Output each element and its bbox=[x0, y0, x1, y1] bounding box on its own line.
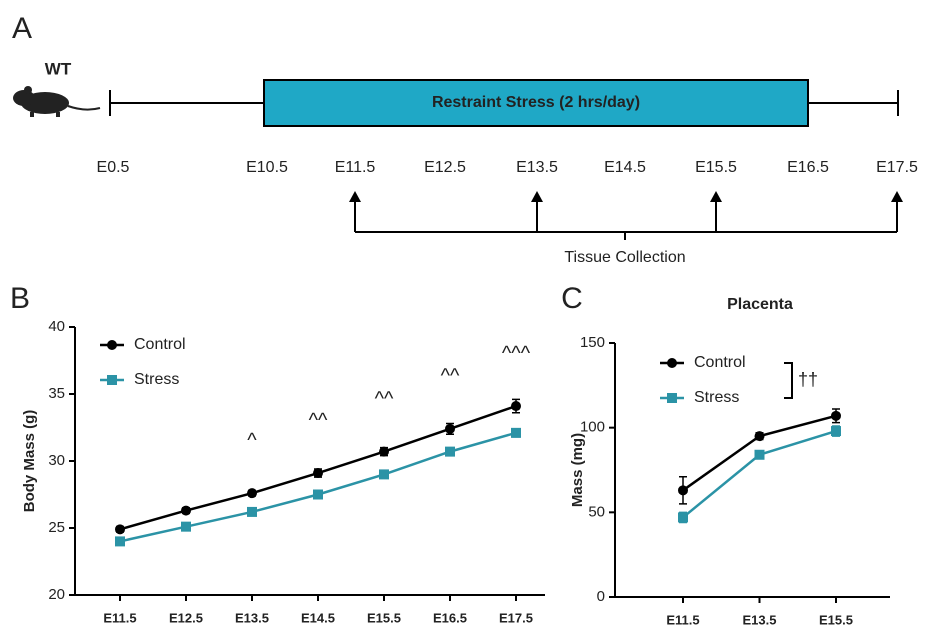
day-label: E0.5 bbox=[97, 159, 130, 176]
point bbox=[379, 469, 389, 479]
panel-label: A bbox=[12, 12, 32, 45]
legend-bracket bbox=[784, 363, 792, 398]
x-tick-label: E15.5 bbox=[367, 610, 401, 625]
x-tick-label: E13.5 bbox=[235, 610, 269, 625]
day-label: E14.5 bbox=[604, 159, 646, 176]
significance-marker: ^^ bbox=[441, 365, 460, 387]
y-tick-label: 20 bbox=[48, 586, 65, 603]
x-tick-label: E16.5 bbox=[433, 610, 467, 625]
day-label: E15.5 bbox=[695, 159, 737, 176]
legend-label: Stress bbox=[134, 371, 179, 388]
treatment-label: Restraint Stress (2 hrs/day) bbox=[432, 94, 640, 111]
y-axis-label: Body Mass (g) bbox=[21, 410, 38, 513]
point bbox=[313, 468, 323, 478]
point bbox=[678, 512, 688, 522]
x-tick-label: E15.5 bbox=[819, 612, 853, 627]
day-label: E10.5 bbox=[246, 159, 288, 176]
series-line bbox=[120, 433, 516, 542]
day-label: E16.5 bbox=[787, 159, 829, 176]
significance-marker: ^^ bbox=[309, 409, 328, 431]
mouse-icon bbox=[13, 86, 100, 117]
point bbox=[831, 411, 841, 421]
collection-arrows bbox=[349, 191, 903, 240]
legend-marker bbox=[667, 393, 677, 403]
x-tick-label: E14.5 bbox=[301, 610, 335, 625]
x-tick-label: E17.5 bbox=[499, 610, 533, 625]
x-tick-label: E11.5 bbox=[666, 612, 699, 627]
point bbox=[831, 426, 841, 436]
point bbox=[115, 524, 125, 534]
y-tick-label: 150 bbox=[580, 334, 605, 351]
legend-label: Stress bbox=[694, 389, 739, 406]
legend-label: Control bbox=[134, 336, 186, 353]
day-label: E13.5 bbox=[516, 159, 558, 176]
legend-label: Control bbox=[694, 354, 746, 371]
point bbox=[511, 428, 521, 438]
point bbox=[181, 522, 191, 532]
point bbox=[115, 536, 125, 546]
figure: A WT Restraint Stress (2 hrs/day) E0.5 E1… bbox=[0, 0, 928, 635]
y-tick-label: 30 bbox=[48, 452, 65, 469]
page: A WT Restraint Stress (2 hrs/day) E0.5 E1… bbox=[0, 0, 928, 635]
point bbox=[445, 424, 455, 434]
point bbox=[247, 488, 257, 498]
point bbox=[379, 447, 389, 457]
significance-marker: ^^ bbox=[375, 388, 394, 410]
y-tick-label: 50 bbox=[588, 503, 605, 520]
significance-marker: ^^^ bbox=[502, 342, 531, 364]
legend-marker bbox=[107, 375, 117, 385]
day-label: E11.5 bbox=[335, 159, 376, 176]
panel-label: C bbox=[561, 282, 583, 315]
day-label: E12.5 bbox=[424, 159, 466, 176]
point bbox=[755, 450, 765, 460]
day-label: E17.5 bbox=[876, 159, 918, 176]
y-tick-label: 35 bbox=[48, 385, 65, 402]
point bbox=[511, 401, 521, 411]
legend-marker bbox=[667, 358, 677, 368]
chart-title: Placenta bbox=[727, 296, 793, 313]
subject-label: WT bbox=[45, 59, 72, 78]
y-tick-label: 40 bbox=[48, 318, 65, 335]
point bbox=[181, 506, 191, 516]
point bbox=[313, 490, 323, 500]
x-tick-label: E11.5 bbox=[103, 610, 136, 625]
significance-marker: ^ bbox=[247, 429, 257, 451]
point bbox=[755, 431, 765, 441]
point bbox=[445, 447, 455, 457]
legend-marker bbox=[107, 340, 117, 350]
point bbox=[247, 507, 257, 517]
point bbox=[678, 485, 688, 495]
y-tick-label: 25 bbox=[48, 519, 65, 536]
panel-label: B bbox=[10, 282, 30, 315]
x-tick-label: E13.5 bbox=[743, 612, 777, 627]
collection-label: Tissue Collection bbox=[564, 249, 685, 266]
timeline-days: E0.5 E10.5 E11.5 E12.5 E13.5 E14.5 E15.5 E16.5 E… bbox=[97, 159, 918, 176]
y-tick-label: 0 bbox=[597, 588, 605, 605]
x-tick-label: E12.5 bbox=[169, 610, 203, 625]
legend-annotation: †† bbox=[798, 369, 818, 389]
y-axis-label: Mass (mg) bbox=[569, 433, 586, 507]
